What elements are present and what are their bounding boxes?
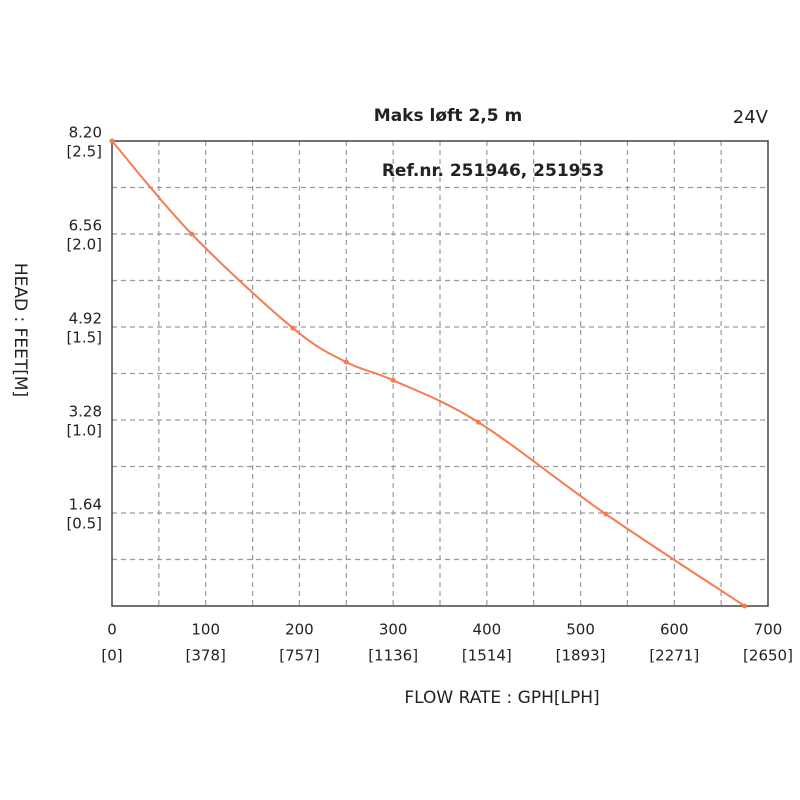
x-tick-label-lph: [378] bbox=[186, 647, 226, 665]
x-axis-label: FLOW RATE : GPH[LPH] bbox=[404, 688, 599, 708]
x-tick-label-lph: [0] bbox=[101, 647, 122, 665]
point bbox=[290, 325, 296, 331]
y-tick-label-m: [0.5] bbox=[66, 515, 102, 533]
x-tick-label-lph: [2650] bbox=[743, 647, 793, 665]
point bbox=[603, 511, 609, 517]
x-tick-label: 700 bbox=[754, 621, 783, 639]
x-tick-label-lph: [2271] bbox=[649, 647, 699, 665]
point bbox=[742, 603, 748, 609]
y-tick-label-m: [1.5] bbox=[66, 329, 102, 347]
plot-frame bbox=[111, 140, 769, 607]
chart-title: Maks løft 2,5 m bbox=[374, 106, 522, 126]
y-tick-label: 6.56 bbox=[69, 217, 102, 235]
x-tick-label-lph: [757] bbox=[279, 647, 319, 665]
y-axis-label: HEAD : FEET[M] bbox=[10, 263, 30, 397]
x-tick-label-lph: [1893] bbox=[556, 647, 606, 665]
y-tick-label: 8.20 bbox=[69, 124, 102, 142]
y-tick-label: 1.64 bbox=[69, 496, 102, 514]
x-tick-label: 500 bbox=[566, 621, 595, 639]
x-tick-label: 0 bbox=[107, 621, 117, 639]
annotation: 24V bbox=[733, 107, 769, 128]
chart-subtitle: Ref.nr. 251946, 251953 bbox=[382, 161, 604, 181]
x-tick-label-lph: [1136] bbox=[368, 647, 418, 665]
x-tick-label: 300 bbox=[379, 621, 408, 639]
x-tick-label: 600 bbox=[660, 621, 689, 639]
y-tick-label-m: [1.0] bbox=[66, 422, 102, 440]
point bbox=[109, 138, 115, 144]
y-tick-label-m: [2.0] bbox=[66, 236, 102, 254]
x-tick-label: 400 bbox=[473, 621, 502, 639]
point bbox=[475, 419, 481, 425]
x-tick-label: 100 bbox=[191, 621, 220, 639]
point bbox=[343, 359, 349, 365]
y-tick-label: 4.92 bbox=[69, 310, 102, 328]
point bbox=[189, 231, 195, 237]
x-tick-label: 200 bbox=[285, 621, 314, 639]
x-tick-label-lph: [1514] bbox=[462, 647, 512, 665]
y-tick-label-m: [2.5] bbox=[66, 143, 102, 161]
y-tick-label: 3.28 bbox=[69, 403, 102, 421]
point bbox=[390, 377, 396, 383]
